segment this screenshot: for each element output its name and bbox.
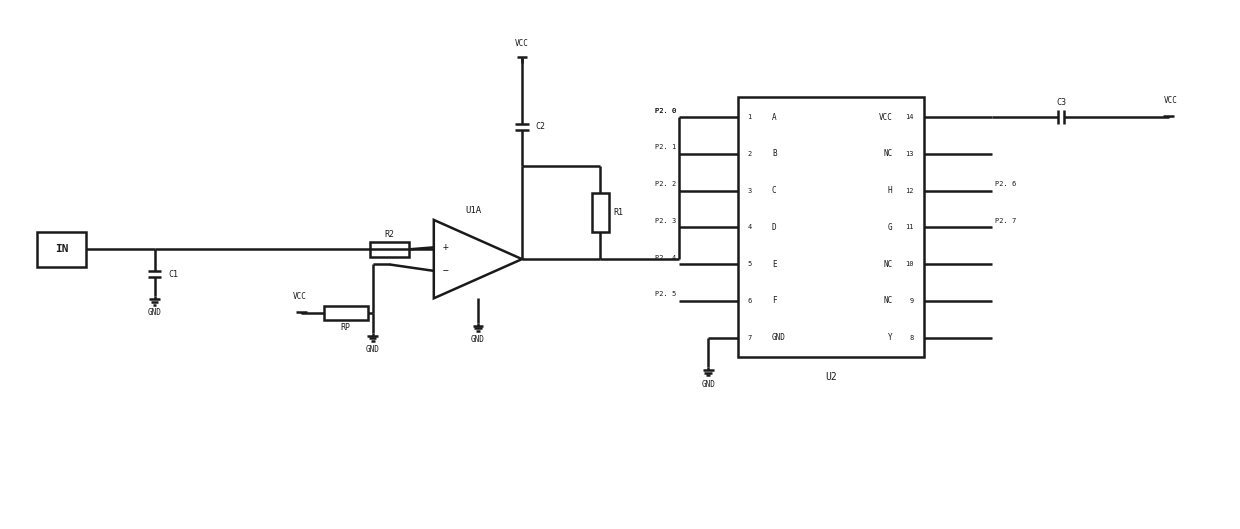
Text: 5: 5 [748, 261, 751, 267]
Text: G: G [888, 223, 893, 232]
Text: P2. 2: P2. 2 [655, 181, 676, 187]
Text: 2: 2 [748, 151, 751, 157]
Text: P2. 3: P2. 3 [655, 218, 676, 224]
Text: H: H [888, 186, 893, 195]
Text: NC: NC [883, 260, 893, 269]
Text: F: F [771, 296, 776, 305]
Text: 10: 10 [905, 261, 914, 267]
Text: GND: GND [771, 333, 786, 342]
Text: 9: 9 [910, 298, 914, 304]
Text: P2. 6: P2. 6 [996, 181, 1017, 187]
Text: GND: GND [471, 335, 485, 344]
Text: 12: 12 [905, 187, 914, 194]
Text: 13: 13 [905, 151, 914, 157]
Text: P2. 4: P2. 4 [655, 254, 676, 261]
Text: NC: NC [883, 149, 893, 158]
Text: VCC: VCC [1164, 96, 1178, 105]
Bar [591, 193, 609, 232]
Text: P2. 0: P2. 0 [655, 107, 676, 114]
Text: GND: GND [702, 380, 715, 389]
Text: IN: IN [55, 244, 68, 254]
Text: RP: RP [341, 323, 351, 332]
Text: GND: GND [148, 307, 161, 316]
Text: 3: 3 [748, 187, 751, 194]
Text: C2: C2 [536, 122, 546, 131]
Text: NC: NC [883, 296, 893, 305]
Bar [324, 306, 367, 321]
Bar [738, 97, 924, 357]
Text: VCC: VCC [515, 39, 529, 48]
Text: C1: C1 [169, 270, 179, 279]
Text: Y: Y [888, 333, 893, 342]
Text: 1: 1 [748, 114, 751, 120]
Bar [37, 232, 86, 267]
Text: 14: 14 [905, 114, 914, 120]
Text: P2. 0: P2. 0 [655, 107, 676, 114]
Text: R2: R2 [384, 230, 394, 239]
Text: 6: 6 [748, 298, 751, 304]
Text: +: + [443, 242, 449, 252]
Bar [370, 242, 409, 257]
Text: P2. 7: P2. 7 [996, 218, 1017, 224]
Text: D: D [771, 223, 776, 232]
Text: A: A [771, 113, 776, 122]
Text: VCC: VCC [293, 292, 306, 301]
Text: E: E [771, 260, 776, 269]
Text: C: C [771, 186, 776, 195]
Text: B: B [771, 149, 776, 158]
Text: −: − [443, 266, 449, 276]
Text: 8: 8 [910, 334, 914, 341]
Text: C3: C3 [1056, 98, 1066, 107]
Text: P2. 1: P2. 1 [655, 144, 676, 150]
Text: R1: R1 [613, 208, 624, 217]
Text: 4: 4 [748, 224, 751, 230]
Text: 11: 11 [905, 224, 914, 230]
Text: VCC: VCC [879, 113, 893, 122]
Text: P2. 5: P2. 5 [655, 291, 676, 297]
Text: U2: U2 [825, 372, 837, 382]
Text: 7: 7 [748, 334, 751, 341]
Text: GND: GND [366, 345, 379, 354]
Text: U1A: U1A [465, 206, 481, 215]
